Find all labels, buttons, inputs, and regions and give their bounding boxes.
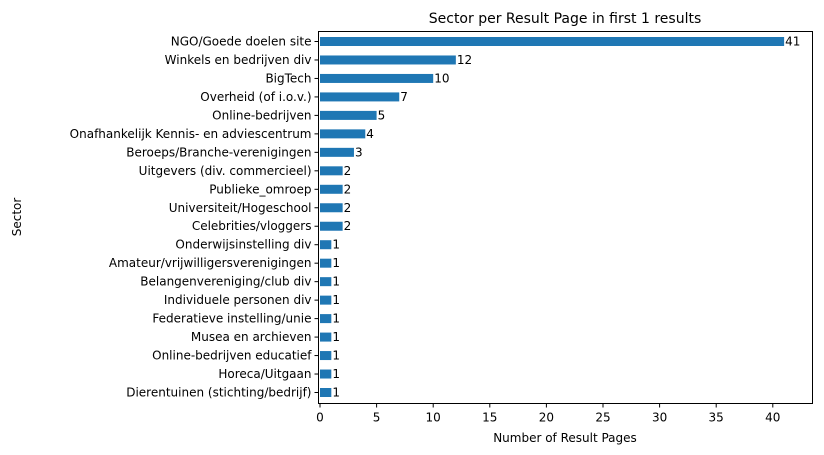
bar bbox=[320, 110, 377, 120]
category-label: Individuele personen div bbox=[164, 293, 312, 307]
data-label: 1 bbox=[332, 293, 340, 307]
data-label: 1 bbox=[332, 312, 340, 326]
category-label: Onderwijsinstelling div bbox=[175, 238, 311, 252]
data-label: 1 bbox=[332, 330, 340, 344]
category-label: Belangenvereniging/club div bbox=[140, 275, 311, 289]
category-label: Celebrities/vloggers bbox=[192, 219, 312, 233]
category-label: Online-bedrijven educatief bbox=[152, 349, 312, 363]
y-axis-label: Sector bbox=[10, 198, 24, 237]
category-label: Horeca/Uitgaan bbox=[218, 367, 311, 381]
x-tick-label: 35 bbox=[709, 411, 724, 425]
bar bbox=[320, 369, 332, 379]
category-label: Overheid (of i.o.v.) bbox=[200, 90, 311, 104]
x-tick-label: 15 bbox=[482, 411, 497, 425]
chart-title: Sector per Result Page in first 1 result… bbox=[429, 11, 702, 27]
plot-frame bbox=[318, 31, 813, 404]
bar bbox=[320, 73, 434, 83]
category-label: Federatieve instelling/unie bbox=[152, 312, 311, 326]
bars-group bbox=[320, 37, 785, 397]
category-label: Uitgevers (div. commercieel) bbox=[139, 164, 312, 178]
x-tick-label: 25 bbox=[595, 411, 610, 425]
bar bbox=[320, 184, 343, 194]
x-tick-label: 20 bbox=[539, 411, 554, 425]
data-label: 5 bbox=[378, 108, 386, 122]
data-label: 10 bbox=[434, 71, 449, 85]
data-label: 2 bbox=[344, 201, 352, 215]
x-tick-label: 10 bbox=[426, 411, 441, 425]
bar bbox=[320, 37, 785, 46]
data-label: 1 bbox=[332, 386, 340, 400]
category-tick-labels: NGO/Goede doelen site Winkels en bedrijve… bbox=[70, 35, 319, 400]
x-tick-label: 5 bbox=[373, 411, 381, 425]
category-label: Winkels en bedrijven div bbox=[165, 53, 312, 67]
category-label: Musea en archieven bbox=[191, 330, 312, 344]
data-label: 3 bbox=[355, 145, 363, 159]
bar bbox=[320, 277, 332, 287]
bar bbox=[320, 166, 343, 176]
data-label: 7 bbox=[400, 90, 408, 104]
data-label: 1 bbox=[332, 256, 340, 270]
bar bbox=[320, 295, 332, 305]
data-label: 2 bbox=[344, 219, 352, 233]
x-axis-ticks: 0 5 10 15 20 25 30 35 40 bbox=[316, 403, 780, 425]
data-label: 2 bbox=[344, 182, 352, 196]
x-tick-label: 40 bbox=[765, 411, 780, 425]
category-label: Online-bedrijven bbox=[212, 108, 311, 122]
data-label: 2 bbox=[344, 164, 352, 178]
category-label: Dierentuinen (stichting/bedrijf) bbox=[126, 386, 311, 400]
bar bbox=[320, 221, 343, 231]
bar bbox=[320, 314, 332, 324]
category-label: Beroeps/Branche-verenigingen bbox=[126, 145, 311, 159]
bar bbox=[320, 332, 332, 342]
category-label: Publieke_omroep bbox=[209, 182, 311, 196]
x-tick-label: 30 bbox=[652, 411, 667, 425]
bar bbox=[320, 147, 354, 157]
x-tick-label: 0 bbox=[316, 411, 324, 425]
bar bbox=[320, 92, 400, 102]
category-label: NGO/Goede doelen site bbox=[171, 35, 312, 49]
bar bbox=[320, 258, 332, 268]
category-label: BigTech bbox=[265, 71, 311, 85]
bar bbox=[320, 388, 332, 397]
bar bbox=[320, 351, 332, 361]
bar bbox=[320, 129, 366, 139]
bar bbox=[320, 203, 343, 213]
bar bbox=[320, 240, 332, 250]
data-label: 1 bbox=[332, 349, 340, 363]
category-label: Amateur/vrijwilligersverenigingen bbox=[109, 256, 312, 270]
data-label: 1 bbox=[332, 275, 340, 289]
category-label: Universiteit/Hogeschool bbox=[169, 201, 312, 215]
data-label: 4 bbox=[366, 127, 374, 141]
x-axis-label: Number of Result Pages bbox=[493, 431, 637, 445]
bar bbox=[320, 55, 456, 65]
data-label: 41 bbox=[785, 35, 800, 49]
data-label: 1 bbox=[332, 367, 340, 381]
category-label: Onafhankelijk Kennis- en adviescentrum bbox=[70, 127, 312, 141]
data-label: 12 bbox=[457, 53, 472, 67]
data-label: 1 bbox=[332, 238, 340, 252]
